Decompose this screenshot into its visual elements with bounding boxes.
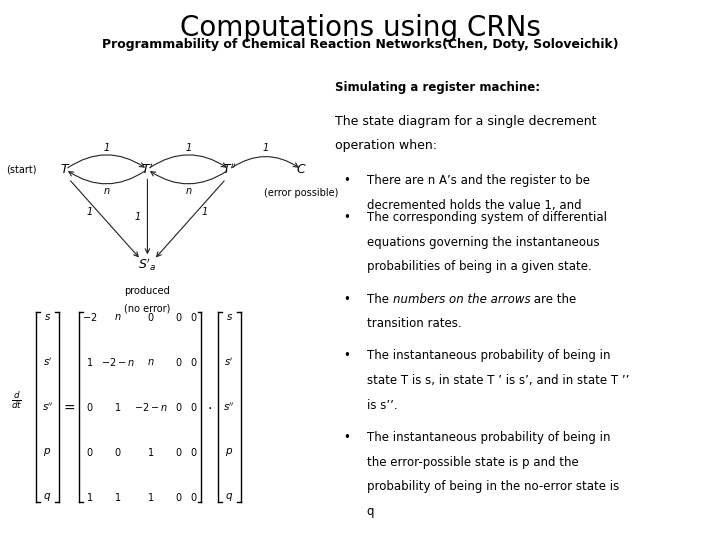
Text: state T is s, in state T ’ is s’, and in state T ’’: state T is s, in state T ’ is s’, and in…	[367, 374, 629, 387]
Text: $0$: $0$	[175, 356, 182, 368]
Text: decremented holds the value 1, and: decremented holds the value 1, and	[367, 199, 582, 212]
Text: 1: 1	[104, 143, 109, 153]
Text: •: •	[343, 431, 350, 444]
Text: $0$: $0$	[189, 446, 197, 458]
Text: $0$: $0$	[189, 356, 197, 368]
Text: (error possible): (error possible)	[264, 188, 338, 198]
Text: n: n	[104, 186, 109, 195]
Text: q: q	[367, 505, 374, 518]
Text: Simulating a register machine:: Simulating a register machine:	[336, 82, 541, 94]
Text: 1: 1	[262, 143, 269, 153]
Text: n: n	[185, 186, 192, 195]
Text: (no error): (no error)	[125, 303, 171, 313]
Text: •: •	[343, 174, 350, 187]
Text: •: •	[343, 211, 350, 224]
Text: $p$: $p$	[225, 446, 233, 458]
Text: $0$: $0$	[175, 446, 182, 458]
Text: $n$: $n$	[147, 357, 155, 367]
Text: •: •	[343, 349, 350, 362]
Text: $-2-n$: $-2-n$	[101, 356, 135, 368]
Text: $s''$: $s''$	[223, 401, 235, 413]
Text: $s''$: $s''$	[42, 401, 53, 413]
Text: The instantaneous probability of being in: The instantaneous probability of being i…	[367, 431, 611, 444]
Text: $q$: $q$	[43, 491, 52, 503]
Text: $1$: $1$	[86, 491, 94, 503]
Text: $0$: $0$	[175, 310, 182, 323]
Text: the error-possible state is p and the: the error-possible state is p and the	[367, 456, 579, 469]
Text: 1: 1	[202, 207, 208, 217]
Text: $0$: $0$	[189, 310, 197, 323]
Text: $q$: $q$	[225, 491, 233, 503]
Text: $0$: $0$	[114, 446, 122, 458]
Text: $\frac{d}{dt}$: $\frac{d}{dt}$	[11, 389, 22, 411]
Text: are the: are the	[530, 293, 577, 306]
Text: $1$: $1$	[147, 446, 154, 458]
Text: $\cdot$: $\cdot$	[207, 400, 212, 414]
Text: operation when:: operation when:	[336, 139, 438, 152]
Text: Programmability of Chemical Reaction Networks(Chen, Doty, Soloveichik): Programmability of Chemical Reaction Net…	[102, 38, 618, 51]
Text: $T'$: $T'$	[141, 162, 154, 177]
Text: $T$: $T$	[60, 163, 71, 176]
Text: $=$: $=$	[61, 400, 76, 414]
Text: numbers on the arrows: numbers on the arrows	[392, 293, 530, 306]
Text: $0$: $0$	[175, 401, 182, 413]
Text: (start): (start)	[6, 164, 37, 174]
Text: probability of being in the no-error state is: probability of being in the no-error sta…	[367, 481, 619, 494]
Text: 1: 1	[87, 207, 93, 217]
Text: 1: 1	[185, 143, 192, 153]
Text: $s$: $s$	[44, 312, 51, 322]
Text: $s$: $s$	[226, 312, 233, 322]
Text: $S'_a$: $S'_a$	[138, 256, 157, 273]
Text: $0$: $0$	[86, 446, 94, 458]
Text: equations governing the instantaneous: equations governing the instantaneous	[367, 236, 600, 249]
Text: $1$: $1$	[114, 491, 122, 503]
Text: $0$: $0$	[175, 491, 182, 503]
Text: The instantaneous probability of being in: The instantaneous probability of being i…	[367, 349, 611, 362]
Text: The state diagram for a single decrement: The state diagram for a single decrement	[336, 114, 597, 127]
Text: Computations using CRNs: Computations using CRNs	[179, 14, 541, 42]
Text: $p$: $p$	[43, 446, 52, 458]
Text: The: The	[367, 293, 392, 306]
Text: $s'$: $s'$	[42, 356, 53, 368]
Text: $C$: $C$	[296, 163, 307, 176]
Text: $1$: $1$	[147, 491, 154, 503]
Text: •: •	[343, 293, 350, 306]
Text: transition rates.: transition rates.	[367, 318, 462, 330]
Text: The corresponding system of differential: The corresponding system of differential	[367, 211, 607, 224]
Text: $0$: $0$	[147, 310, 155, 323]
Text: $-2$: $-2$	[82, 310, 98, 323]
Text: is s’’.: is s’’.	[367, 399, 397, 412]
Text: $T''$: $T''$	[222, 162, 237, 177]
Text: $s'$: $s'$	[225, 356, 234, 368]
Text: $1$: $1$	[114, 401, 122, 413]
Text: 1: 1	[135, 212, 140, 222]
Text: $0$: $0$	[189, 491, 197, 503]
Text: $-2-n$: $-2-n$	[134, 401, 168, 413]
Text: $0$: $0$	[189, 401, 197, 413]
Text: $n$: $n$	[114, 312, 122, 322]
Text: produced: produced	[125, 286, 171, 296]
Text: probabilities of being in a given state.: probabilities of being in a given state.	[367, 260, 592, 273]
Text: $0$: $0$	[86, 401, 94, 413]
Text: $1$: $1$	[86, 356, 94, 368]
Text: There are n A’s and the register to be: There are n A’s and the register to be	[367, 174, 590, 187]
